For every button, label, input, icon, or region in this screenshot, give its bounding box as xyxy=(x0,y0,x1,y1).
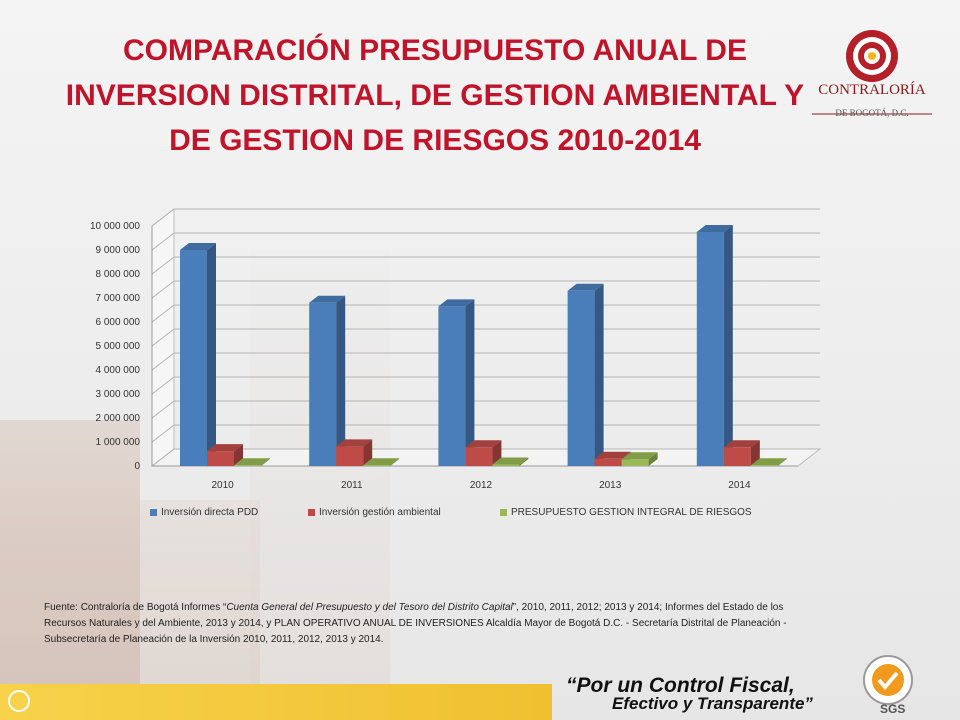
bar-top xyxy=(438,299,475,307)
bar xyxy=(567,290,595,466)
bar-side xyxy=(777,458,787,466)
gridline xyxy=(151,280,820,299)
bar xyxy=(363,465,391,466)
source-suffix: ”, 2010, 2011, 2012; 2013 y 2014; Inform… xyxy=(44,602,787,645)
bar-top xyxy=(492,457,529,465)
bar-top xyxy=(180,243,216,250)
bar-side xyxy=(261,458,270,466)
bar xyxy=(465,447,493,466)
footer-bar xyxy=(0,684,552,720)
bar-top xyxy=(234,458,270,466)
bar xyxy=(336,446,364,466)
y-tick-label: 1 000 000 xyxy=(96,437,141,448)
logo-subtitle: DE BOGOTÁ, D.C. xyxy=(835,108,909,118)
y-tick-label: 7 000 000 xyxy=(96,293,141,304)
page-title: COMPARACIÓN PRESUPUESTO ANUAL DE INVERSI… xyxy=(40,28,830,163)
bar-side xyxy=(594,283,604,466)
bar-side xyxy=(336,295,346,466)
legend-item-1: Inversión directa PDD xyxy=(150,507,258,518)
bar-side xyxy=(519,457,529,466)
y-tick-label: 2 000 000 xyxy=(96,413,141,424)
title-line-3: DE GESTION DE RIESGOS 2010-2014 xyxy=(169,124,701,157)
x-tick-label: 2012 xyxy=(470,480,493,491)
bar-side xyxy=(648,452,658,466)
bar-side xyxy=(363,439,373,466)
contraloria-logo xyxy=(812,30,932,115)
gridline xyxy=(151,328,820,347)
bar xyxy=(234,465,261,466)
sgs-label: SGS xyxy=(880,702,906,716)
gridline xyxy=(151,400,820,419)
legend-item-2: Inversión gestión ambiental xyxy=(308,507,441,518)
bar xyxy=(180,250,207,466)
bar-top xyxy=(594,451,631,459)
gridline xyxy=(151,424,820,443)
slogan-line-1: “Por un Control Fiscal, xyxy=(566,674,795,697)
gridline xyxy=(151,232,820,251)
x-tick-label: 2010 xyxy=(211,480,234,491)
y-tick-label: 9 000 000 xyxy=(96,245,141,256)
bar xyxy=(207,451,234,466)
bar-top xyxy=(309,295,346,303)
footer-circle-icon xyxy=(8,690,30,712)
gridline xyxy=(151,448,820,467)
bar-top xyxy=(207,444,243,452)
title-line-2: INVERSION DISTRITAL, DE GESTION AMBIENTA… xyxy=(65,79,805,112)
bar-side xyxy=(465,299,475,466)
logo-name: CONTRALORÍA xyxy=(818,82,926,98)
y-tick-label: 8 000 000 xyxy=(96,269,141,280)
background-building xyxy=(0,420,140,690)
bar xyxy=(492,464,520,466)
bar xyxy=(309,302,337,466)
bar-side xyxy=(750,440,760,466)
bar-top xyxy=(363,458,400,466)
sgs-certification-icon xyxy=(863,655,913,705)
background-building xyxy=(140,500,260,690)
legend-label: Inversión directa PDD xyxy=(161,507,259,518)
bar-top xyxy=(696,225,733,232)
bar-top xyxy=(750,458,787,466)
bar xyxy=(621,459,649,466)
y-tick-label: 3 000 000 xyxy=(96,389,141,400)
source-italic: Cuenta General del Presupuesto y del Tes… xyxy=(226,602,513,613)
bar xyxy=(723,447,751,466)
y-tick-label: 5 000 000 xyxy=(96,341,141,352)
gridline xyxy=(151,256,820,275)
y-tick-label: 0 xyxy=(134,461,140,472)
source-prefix: Fuente: Contraloría de Bogotá Informes “ xyxy=(44,602,227,613)
y-tick-label: 4 000 000 xyxy=(96,365,141,376)
bar-top xyxy=(465,440,502,448)
bar-side xyxy=(207,243,216,466)
legend-label: Inversión gestión ambiental xyxy=(319,507,441,518)
legend-swatch xyxy=(500,509,507,516)
legend-swatch xyxy=(150,509,157,516)
source-note: Fuente: Contraloría de Bogotá Informes “… xyxy=(44,600,804,648)
bar-side xyxy=(723,225,733,466)
gridline xyxy=(151,304,820,323)
x-tick-label: 2014 xyxy=(728,480,751,491)
bar-top xyxy=(723,440,760,448)
bar xyxy=(696,232,724,466)
gridline xyxy=(151,376,820,395)
y-tick-label: 6 000 000 xyxy=(96,317,141,328)
title-line-1: COMPARACIÓN PRESUPUESTO ANUAL DE xyxy=(123,34,747,67)
bar-top xyxy=(336,439,373,447)
slogan-line-2: Efectivo y Transparente” xyxy=(612,694,813,713)
legend-label: PRESUPUESTO GESTION INTEGRAL DE RIESGOS xyxy=(511,507,752,518)
bar-side xyxy=(390,458,400,466)
x-tick-label: 2013 xyxy=(599,480,622,491)
y-tick-label: 10 000 000 xyxy=(90,221,140,232)
bar xyxy=(750,465,778,466)
legend-swatch xyxy=(308,509,315,516)
bar-top xyxy=(567,283,604,291)
bar-chart: 0 1 000 000 2 000 000 3 000 000 4 000 000 5 0… xyxy=(90,207,822,491)
bar xyxy=(438,306,466,466)
x-tick-label: 2011 xyxy=(341,480,363,491)
bar xyxy=(594,458,622,466)
bar-top xyxy=(621,452,658,460)
gridline xyxy=(151,352,820,371)
gridline xyxy=(151,208,820,227)
legend-item-3: PRESUPUESTO GESTION INTEGRAL DE RIESGOS xyxy=(500,507,752,518)
